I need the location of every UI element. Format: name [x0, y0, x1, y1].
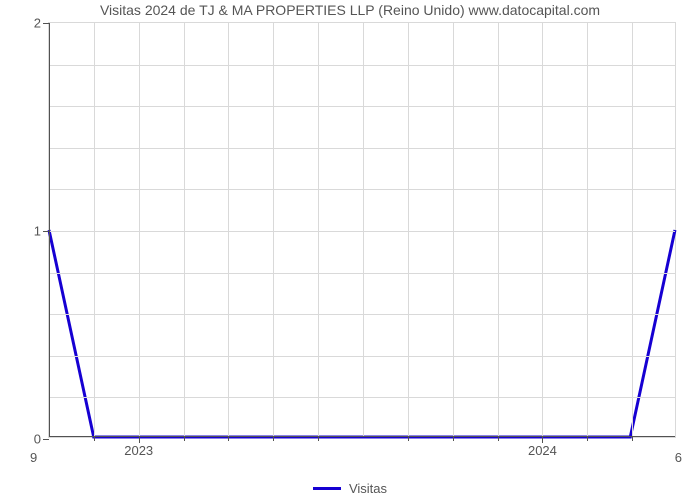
y-tick-label: 2: [34, 16, 41, 31]
gridline-horizontal: [49, 231, 675, 232]
legend-swatch: [313, 487, 341, 490]
legend-label: Visitas: [349, 481, 387, 496]
x-tick-mark: [542, 437, 543, 443]
x-tick-mark-minor: [318, 437, 319, 441]
gridline-vertical: [498, 23, 499, 437]
x-axis-corner-right-label: 6: [675, 450, 682, 465]
gridline-vertical: [318, 23, 319, 437]
gridline-horizontal-minor: [49, 356, 675, 357]
x-axis-line: [49, 436, 675, 437]
x-tick-mark-minor: [228, 437, 229, 441]
gridline-vertical: [139, 23, 140, 437]
x-tick-mark-minor: [632, 437, 633, 441]
gridline-vertical: [273, 23, 274, 437]
x-tick-label: 2024: [528, 443, 557, 458]
gridline-vertical: [632, 23, 633, 437]
x-tick-mark-minor: [94, 437, 95, 441]
y-tick-label: 1: [34, 224, 41, 239]
y-tick-label: 0: [34, 432, 41, 447]
gridline-vertical: [363, 23, 364, 437]
gridline-vertical: [94, 23, 95, 437]
gridline-horizontal-minor: [49, 65, 675, 66]
x-tick-mark-minor: [408, 437, 409, 441]
y-axis-line: [49, 23, 50, 437]
x-tick-mark-minor: [587, 437, 588, 441]
gridline-vertical: [542, 23, 543, 437]
gridline-horizontal-minor: [49, 148, 675, 149]
x-axis-corner-left-label: 9: [30, 450, 37, 465]
gridline-horizontal-minor: [49, 314, 675, 315]
gridline-vertical: [587, 23, 588, 437]
gridline-horizontal-minor: [49, 106, 675, 107]
x-tick-mark: [139, 437, 140, 443]
y-tick-mark: [43, 439, 49, 440]
chart-frame: Visitas 2024 de TJ & MA PROPERTIES LLP (…: [0, 0, 700, 500]
gridline-horizontal-minor: [49, 189, 675, 190]
line-series: [49, 23, 675, 437]
gridline-horizontal-minor: [49, 397, 675, 398]
series-line: [49, 230, 675, 437]
chart-title: Visitas 2024 de TJ & MA PROPERTIES LLP (…: [0, 2, 700, 18]
gridline-vertical: [228, 23, 229, 437]
plot-area: 01220232024: [48, 22, 676, 438]
x-tick-label: 2023: [124, 443, 153, 458]
gridline-vertical: [408, 23, 409, 437]
x-tick-mark-minor: [453, 437, 454, 441]
gridline-vertical: [453, 23, 454, 437]
gridline-horizontal-minor: [49, 273, 675, 274]
gridline-vertical: [184, 23, 185, 437]
legend: Visitas: [0, 480, 700, 496]
x-tick-mark-minor: [273, 437, 274, 441]
x-tick-mark-minor: [498, 437, 499, 441]
x-tick-mark-minor: [184, 437, 185, 441]
